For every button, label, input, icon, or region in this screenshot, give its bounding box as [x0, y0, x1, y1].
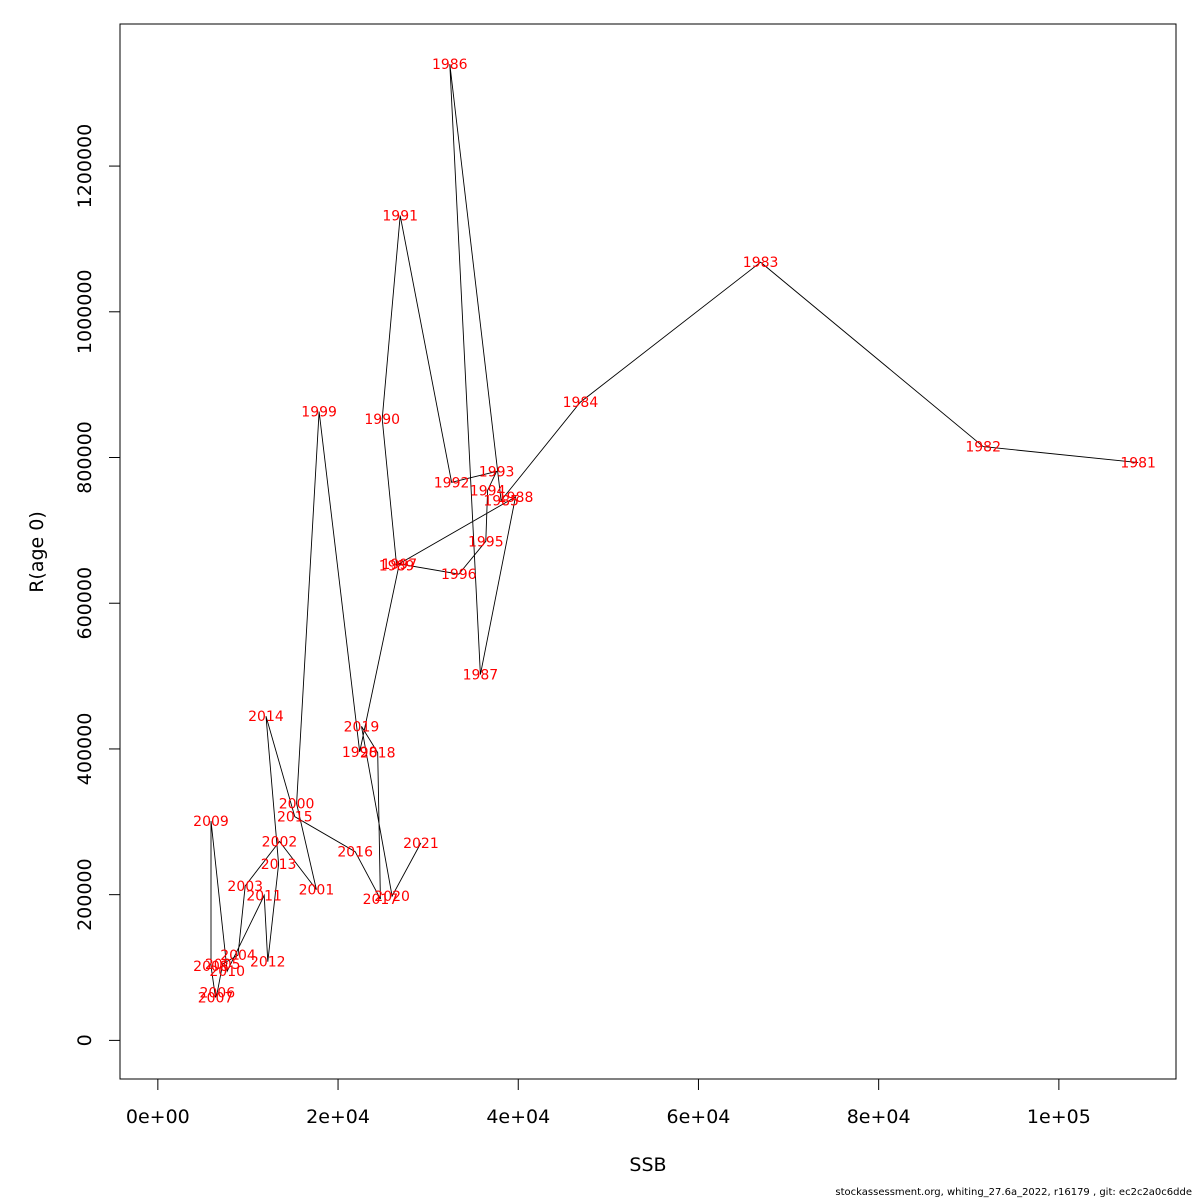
year-label: 1982	[965, 440, 1001, 456]
year-label: 2005	[205, 957, 241, 973]
year-label: 1999	[301, 405, 337, 421]
year-label: 2001	[299, 883, 335, 899]
year-label: 2003	[227, 879, 263, 895]
footer-text: stockassessment.org, whiting_27.6a_2022,…	[835, 1187, 1192, 1198]
year-label: 1984	[563, 395, 599, 411]
year-label: 2018	[360, 746, 396, 762]
year-label: 2007	[198, 990, 234, 1006]
year-label: 2020	[374, 889, 410, 905]
x-tick-label: 6e+04	[667, 1106, 731, 1128]
y-tick-label: 400000	[74, 713, 96, 786]
year-label: 2016	[337, 845, 373, 861]
y-tick-label: 600000	[74, 567, 96, 640]
year-label: 1994	[470, 483, 506, 499]
year-label: 2006	[199, 985, 235, 1001]
year-label: 1997	[381, 557, 417, 573]
year-label: 1998	[342, 745, 378, 761]
year-label: 2008	[193, 959, 229, 975]
year-label: 1987	[463, 668, 499, 684]
y-tick-label: 1000000	[74, 269, 96, 354]
plot-frame	[119, 23, 1177, 1080]
x-tick-label: 4e+04	[486, 1106, 550, 1128]
year-label: 2004	[220, 948, 256, 964]
year-label: 1989	[379, 558, 415, 574]
year-label: 2015	[277, 810, 313, 826]
y-axis: 0 200000 400000 600000 800000 1000000 1200000	[74, 124, 121, 1046]
y-tick-label: 0	[74, 1034, 96, 1046]
year-label: 2000	[279, 797, 315, 813]
y-axis-title: R(age 0)	[26, 511, 48, 593]
year-label: 1993	[479, 464, 515, 480]
x-tick-label: 8e+04	[847, 1106, 911, 1128]
year-label: 1981	[1120, 456, 1156, 472]
year-label: 1983	[743, 255, 779, 271]
year-label: 1995	[468, 534, 504, 550]
year-label: 2021	[403, 836, 439, 852]
x-axis-title: SSB	[629, 1154, 666, 1176]
year-label: 2010	[209, 964, 245, 980]
year-label: 2019	[344, 719, 380, 735]
y-tick-label: 800000	[74, 421, 96, 494]
year-label: 2002	[262, 834, 298, 850]
year-label: 1986	[432, 57, 468, 73]
year-label: 1990	[364, 412, 400, 428]
x-tick-label: 2e+04	[306, 1106, 370, 1128]
year-label: 2014	[248, 709, 284, 725]
year-label: 1996	[441, 567, 477, 583]
year-label: 2011	[246, 888, 282, 904]
x-axis: 0e+00 2e+04 4e+04 6e+04 8e+04 1e+05	[126, 1078, 1091, 1128]
year-label: 2009	[193, 814, 229, 830]
y-tick-label: 200000	[74, 858, 96, 931]
x-tick-label: 1e+05	[1027, 1106, 1091, 1128]
year-label: 1991	[382, 209, 418, 225]
year-label: 2012	[250, 955, 286, 971]
recruitment-trajectory	[210, 64, 1139, 998]
year-label: 1988	[498, 490, 534, 506]
year-label: 1992	[434, 475, 470, 491]
x-tick-label: 0e+00	[126, 1106, 190, 1128]
series-line	[210, 64, 1139, 998]
year-label: 2013	[261, 857, 297, 873]
year-label: 1985	[483, 493, 519, 509]
point-labels: 1981 1982 1983 1984 1985 1986 1987 1988 1989 1990…	[193, 57, 1156, 1006]
year-label: 2017	[363, 892, 399, 908]
y-tick-label: 1200000	[74, 124, 96, 209]
